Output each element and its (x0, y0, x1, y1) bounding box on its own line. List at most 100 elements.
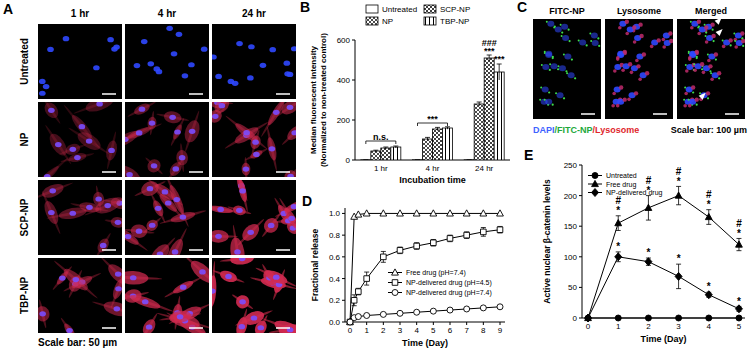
nucleus (171, 51, 178, 56)
annotation: n.s. (373, 132, 389, 142)
lysosome (734, 38, 738, 42)
y-tick-label: 0.6 (329, 253, 341, 262)
error-bar (364, 272, 369, 285)
nucleus (199, 269, 206, 274)
data-point (615, 220, 622, 226)
cell-body (129, 292, 162, 311)
nanoparticle (699, 92, 701, 94)
nanoparticle (742, 45, 744, 47)
nucleus (562, 35, 569, 41)
nanoparticle (696, 56, 698, 58)
error-bar (706, 210, 711, 225)
cell-process (209, 261, 216, 321)
nanoparticle (541, 64, 543, 66)
y-tick-label: 100 (564, 253, 578, 262)
lysosome (613, 69, 617, 73)
data-point (705, 213, 712, 219)
nucleus (125, 234, 132, 239)
plot-area (347, 210, 504, 325)
y-tick (342, 278, 345, 279)
nanoparticle (690, 21, 692, 23)
nucleus (130, 275, 137, 280)
data-point (481, 229, 487, 235)
cell-body (151, 199, 166, 218)
y-axis (345, 208, 346, 322)
data-point (381, 254, 387, 260)
y-tick (579, 195, 582, 196)
cell-body (266, 136, 278, 161)
nucleus (96, 101, 103, 106)
cell-body (61, 266, 91, 294)
lysosome (734, 45, 738, 49)
nanoparticle (586, 44, 588, 46)
bar (464, 159, 474, 160)
nanoparticle (568, 40, 570, 42)
cell-process (41, 190, 61, 234)
nucleus (148, 61, 155, 66)
nucleus (579, 39, 586, 45)
series-line (350, 213, 500, 322)
nucleus (115, 286, 122, 291)
stain-legend-part: DAPI (533, 125, 555, 135)
cell-body (208, 204, 233, 214)
cell-process (159, 209, 206, 225)
scale-bar-label: Scale bar: 100 µm (671, 125, 747, 135)
micrograph (677, 18, 745, 119)
lysosome (717, 71, 721, 75)
nucleus (228, 79, 235, 84)
nucleus (239, 188, 246, 193)
scale-bar (102, 249, 116, 251)
scale-bar (189, 327, 203, 329)
nucleus (542, 64, 549, 70)
data-point (675, 192, 682, 198)
legend-label: Untreated (382, 5, 417, 14)
cell-body (167, 184, 187, 216)
nanoparticle (598, 45, 600, 47)
nanoparticle (552, 104, 554, 106)
cell-body (75, 129, 104, 154)
nucleus (169, 115, 176, 120)
cell-body (95, 236, 111, 254)
lysosome (628, 62, 632, 66)
nucleus (47, 47, 54, 52)
stain-legend-part: /FITC-NP (555, 125, 593, 135)
y-axis (355, 40, 356, 160)
data-point (463, 210, 470, 216)
nucleus (260, 63, 267, 68)
x-tick-label: 2 (381, 326, 386, 335)
y-tick (352, 160, 355, 161)
nanoparticle (704, 24, 706, 26)
cell-process (145, 156, 164, 175)
nucleus (201, 47, 208, 52)
nucleus (136, 229, 143, 234)
cell-body (249, 149, 264, 161)
x-axis-label: Time (Day) (402, 338, 448, 348)
cell-body (118, 270, 149, 285)
nucleus (182, 73, 189, 78)
y-tick-label: 400 (337, 76, 351, 85)
lysosome (639, 34, 643, 38)
legend-label: Untreated (606, 172, 637, 179)
bar (443, 128, 453, 160)
error-bar (676, 186, 681, 204)
error-bar (646, 258, 651, 265)
cell-process (104, 275, 162, 280)
nucleus (86, 138, 93, 143)
cell-process (266, 126, 278, 171)
image-background (533, 19, 601, 119)
lysosome (645, 71, 649, 75)
nucleus (239, 256, 246, 261)
lysosome (612, 92, 616, 96)
error-bar (616, 216, 621, 231)
nucleus (48, 108, 55, 113)
data-point (414, 243, 420, 249)
lysosome (662, 38, 666, 42)
y-tick-label: 50 (568, 283, 577, 292)
error-bar (356, 288, 361, 295)
y-tick (352, 120, 355, 121)
x-tick-label: 6 (448, 326, 453, 335)
nucleus (151, 163, 158, 168)
panel-label: C (517, 0, 527, 15)
nanoparticle (684, 86, 686, 88)
cell-process (209, 94, 234, 118)
